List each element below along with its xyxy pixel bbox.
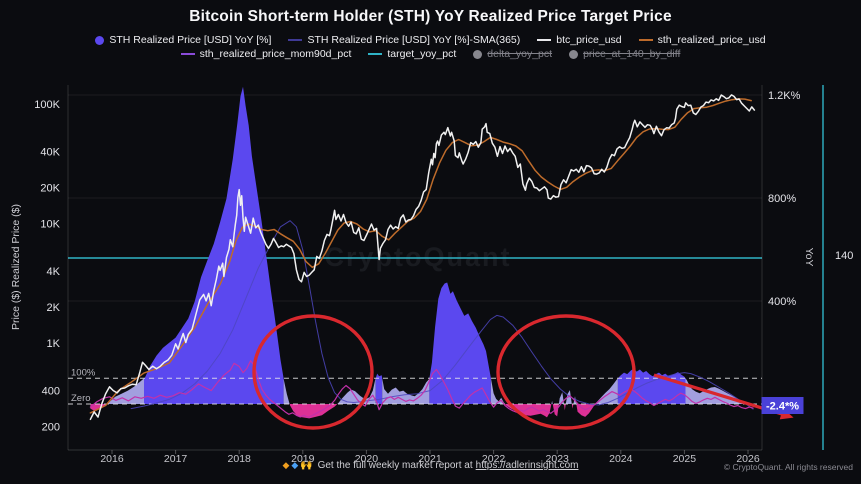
series-marker-icon [368, 53, 383, 55]
svg-text:2K: 2K [47, 302, 61, 314]
legend-item-btc-price[interactable]: btc_price_usd [537, 34, 622, 46]
annotation-ellipse [252, 314, 374, 430]
svg-text:2022: 2022 [482, 453, 506, 465]
series-marker-icon [473, 49, 483, 59]
gridlines [68, 94, 762, 302]
legend-label: STH Realized Price [USD] YoY [%]-SMA(365… [307, 34, 521, 46]
svg-text:800%: 800% [768, 193, 796, 205]
series-marker-icon [537, 39, 552, 41]
mom90d-line [89, 360, 754, 418]
footer-note: ◆ ◆ 🙌 Get the full weekly market report at… [0, 460, 861, 471]
legend-item-sth-realized-price[interactable]: sth_realized_price_usd [638, 34, 766, 46]
copyright: © CryptoQuant. All rights reserved [723, 462, 853, 472]
legend-label: sth_realized_price_usd [657, 34, 766, 46]
svg-text:1.2K%: 1.2K% [768, 90, 801, 102]
svg-text:2020: 2020 [355, 453, 379, 465]
legend-item-sth-yoy-sma365[interactable]: STH Realized Price [USD] YoY [%]-SMA(365… [288, 34, 520, 46]
series-marker-icon [288, 39, 303, 41]
sma365-line [130, 220, 754, 410]
svg-text:2026: 2026 [736, 453, 760, 465]
legend-label: STH Realized Price [USD] YoY [%] [109, 34, 272, 46]
legend-item-price-at-140-disabled[interactable]: price_at_140_by_diff [569, 48, 680, 60]
svg-text:20K: 20K [40, 183, 60, 195]
page-title: Bitcoin Short-term Holder (STH) YoY Real… [189, 8, 672, 25]
legend-item-sth-yoy[interactable]: STH Realized Price [USD] YoY [%] [95, 34, 271, 46]
orange-diamond-icon: ◆ [282, 460, 290, 470]
annotation-ellipse [496, 314, 636, 430]
aux-axis-tick: 140 [835, 250, 853, 262]
svg-text:2023: 2023 [546, 453, 570, 465]
btc-price-line [89, 94, 756, 421]
svg-text:2025: 2025 [673, 453, 697, 465]
raising-hands-icon: 🙌 [300, 460, 313, 471]
svg-text:2019: 2019 [291, 453, 315, 465]
series-marker-icon [569, 49, 579, 59]
legend-label: delta_yoy_pct [487, 48, 553, 60]
legend-row-1: STH Realized Price [USD] YoY [%] STH Rea… [95, 34, 766, 46]
svg-text:2024: 2024 [609, 453, 633, 465]
price-axis-title: Price ($) Realized Price ($) [10, 204, 22, 330]
legend-item-delta-yoy-disabled[interactable]: delta_yoy_pct [473, 48, 552, 60]
svg-text:1K: 1K [47, 338, 61, 350]
svg-text:2017: 2017 [164, 453, 188, 465]
gem-icon: ◆ [291, 460, 299, 470]
svg-text:100K: 100K [34, 99, 60, 111]
svg-text:2018: 2018 [228, 453, 252, 465]
legend-item-mom90d[interactable]: sth_realized_price_mom90d_pct [180, 48, 352, 60]
yoy-axis-title: YoY [803, 248, 815, 267]
current-value-text: -2.4*% [766, 401, 799, 413]
svg-text:2016: 2016 [100, 453, 124, 465]
legend-row-2: sth_realized_price_mom90d_pct target_yoy… [180, 48, 680, 60]
current-value-badge [761, 397, 804, 414]
svg-text:400: 400 [42, 386, 60, 398]
legend-label: target_yoy_pct [387, 48, 457, 60]
legend-label: sth_realized_price_mom90d_pct [199, 48, 352, 60]
svg-text:200: 200 [42, 422, 60, 434]
reference-line-label: Zero [71, 393, 91, 404]
svg-text:4K: 4K [47, 266, 61, 278]
series-marker-icon [638, 39, 653, 41]
svg-text:10K: 10K [40, 219, 60, 231]
price-axis-ticks: 100K 40K 20K 10K 4K 2K 1K 400 200 [34, 99, 60, 434]
report-link[interactable]: https://adlerinsight.com [475, 460, 579, 471]
watermark-text: CryptoQuant [325, 242, 512, 272]
legend: STH Realized Price [USD] YoY [%] STH Rea… [0, 34, 861, 60]
legend-item-target-yoy[interactable]: target_yoy_pct [368, 48, 456, 60]
svg-text:400%: 400% [768, 296, 796, 308]
svg-text:40K: 40K [40, 147, 60, 159]
legend-label: btc_price_usd [556, 34, 622, 46]
series-marker-icon [180, 53, 195, 55]
legend-label: price_at_140_by_diff [583, 48, 681, 60]
footer-text: Get the full weekly market report at [317, 460, 473, 471]
yoy-axis-ticks: 1.2K% 800% 400% [768, 90, 801, 308]
x-axis-labels: 2016 2017 2018 2019 2020 2021 2022 2023 2024 2025… [100, 450, 760, 465]
reference-line-label: 100% [71, 367, 96, 378]
svg-text:2021: 2021 [418, 453, 442, 465]
series-marker-icon [95, 35, 105, 45]
